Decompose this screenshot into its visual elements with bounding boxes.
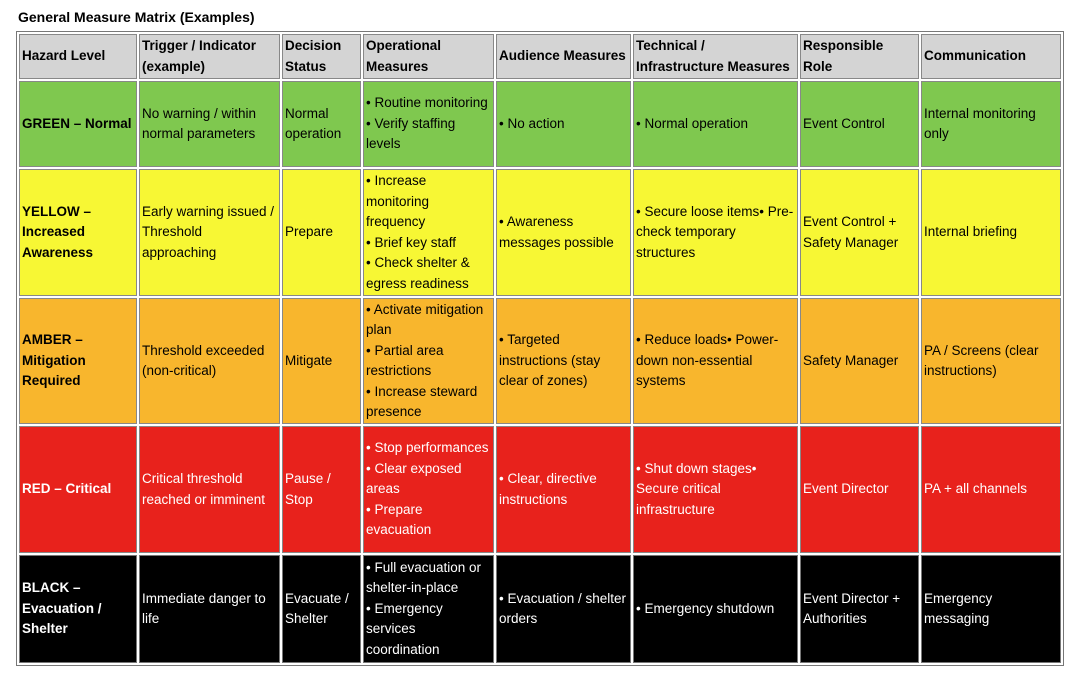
header-operational: Operational Measures [363,34,494,79]
audience-measures: • Targeted instructions (stay clear of z… [496,298,631,424]
responsible-role: Event Control + Safety Manager [800,169,919,296]
operational-measures: • Activate mitigation plan • Partial are… [363,298,494,424]
responsible-role: Event Control [800,81,919,167]
technical-measures: • Shut down stages• Secure critical infr… [633,426,798,553]
responsible-role: Event Director + Authorities [800,555,919,663]
communication: Internal monitoring only [921,81,1061,167]
row-green: GREEN – Normal No warning / within norma… [19,81,1061,167]
communication: Internal briefing [921,169,1061,296]
technical-measures: • Emergency shutdown [633,555,798,663]
audience-measures: • No action [496,81,631,167]
decision-status: Pause / Stop [282,426,361,553]
hazard-level: BLACK – Evacuation / Shelter [19,555,137,663]
row-black: BLACK – Evacuation / Shelter Immediate d… [19,555,1061,663]
hazard-level: GREEN – Normal [19,81,137,167]
audience-measures: • Awareness messages possible [496,169,631,296]
hazard-level: AMBER – Mitigation Required [19,298,137,424]
technical-measures: • Reduce loads• Power-down non-essential… [633,298,798,424]
audience-measures: • Clear, directive instructions [496,426,631,553]
communication: Emergency messaging [921,555,1061,663]
responsible-role: Safety Manager [800,298,919,424]
audience-measures: • Evacuation / shelter orders [496,555,631,663]
decision-status: Prepare [282,169,361,296]
technical-measures: • Normal operation [633,81,798,167]
trigger: Early warning issued / Threshold approac… [139,169,280,296]
decision-status: Normal operation [282,81,361,167]
row-amber: AMBER – Mitigation Required Threshold ex… [19,298,1061,424]
header-decision-status: Decision Status [282,34,361,79]
operational-measures: • Stop performances • Clear exposed area… [363,426,494,553]
header-row: Hazard Level Trigger / Indicator (exampl… [19,34,1061,79]
header-audience: Audience Measures [496,34,631,79]
trigger: Critical threshold reached or imminent [139,426,280,553]
row-yellow: YELLOW – Increased Awareness Early warni… [19,169,1061,296]
trigger: Immediate danger to life [139,555,280,663]
document-title: General Measure Matrix (Examples) [18,9,255,25]
header-responsible-role: Responsible Role [800,34,919,79]
operational-measures: • Full evacuation or shelter-in-place • … [363,555,494,663]
trigger: No warning / within normal parameters [139,81,280,167]
responsible-role: Event Director [800,426,919,553]
header-trigger: Trigger / Indicator (example) [139,34,280,79]
operational-measures: • Routine monitoring • Verify staffing l… [363,81,494,167]
operational-measures: • Increase monitoring frequency • Brief … [363,169,494,296]
decision-status: Mitigate [282,298,361,424]
header-communication: Communication [921,34,1061,79]
technical-measures: • Secure loose items• Pre-check temporar… [633,169,798,296]
hazard-level: RED – Critical [19,426,137,553]
row-red: RED – Critical Critical threshold reache… [19,426,1061,553]
header-hazard-level: Hazard Level [19,34,137,79]
decision-status: Evacuate / Shelter [282,555,361,663]
trigger: Threshold exceeded (non-critical) [139,298,280,424]
header-technical: Technical / Infrastructure Measures [633,34,798,79]
hazard-level: YELLOW – Increased Awareness [19,169,137,296]
measure-matrix-table: Hazard Level Trigger / Indicator (exampl… [17,32,1063,665]
communication: PA + all channels [921,426,1061,553]
measure-matrix: Hazard Level Trigger / Indicator (exampl… [16,31,1064,666]
communication: PA / Screens (clear instructions) [921,298,1061,424]
